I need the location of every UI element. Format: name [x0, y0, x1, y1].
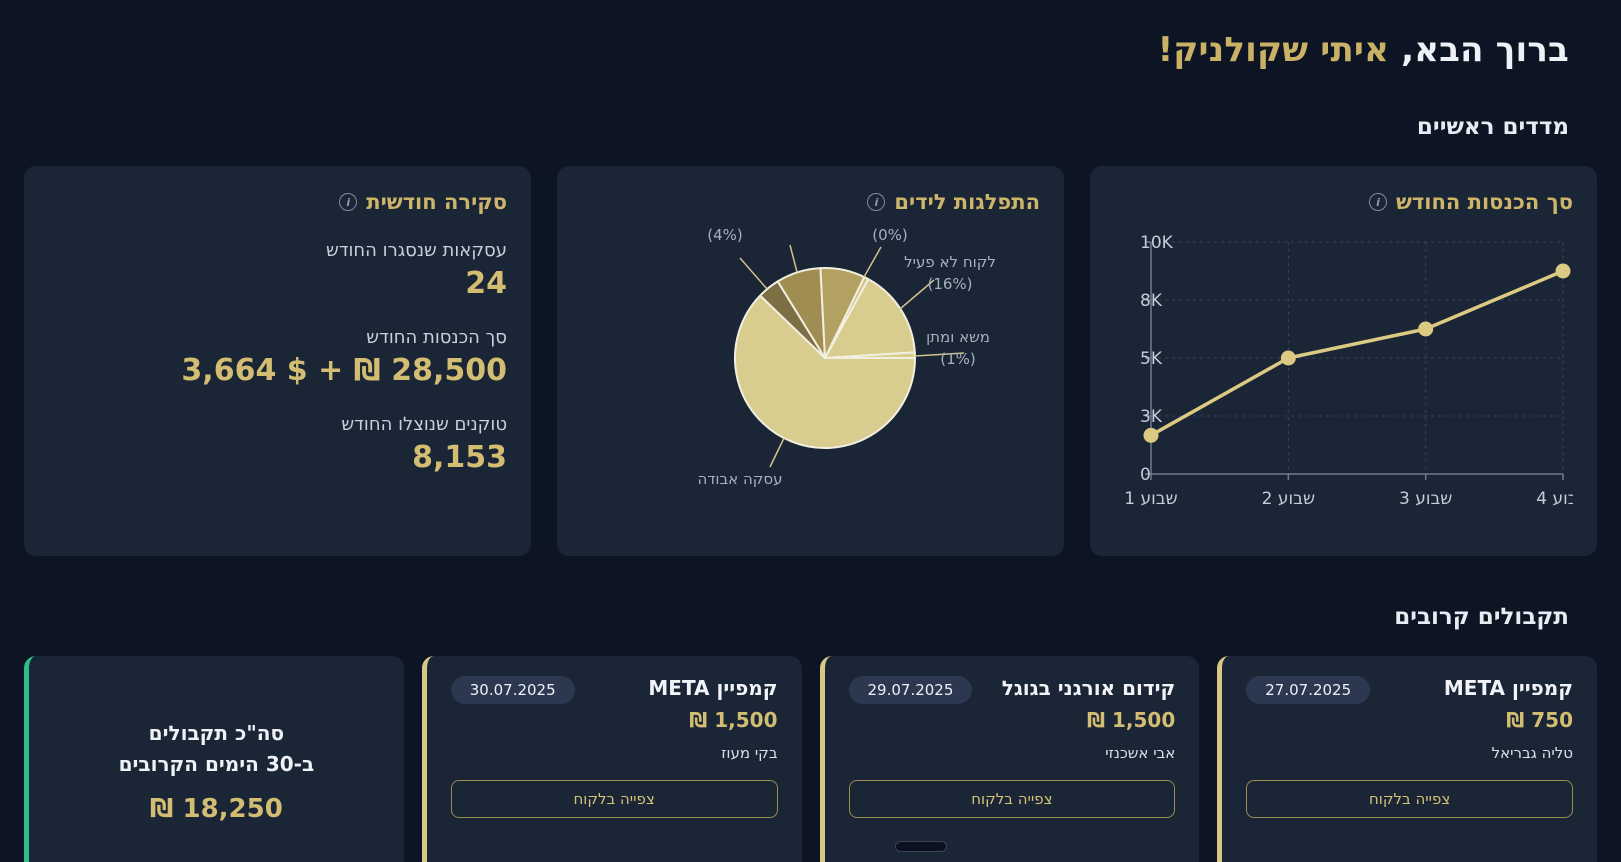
svg-text:5K: 5K — [1140, 349, 1163, 369]
receipt-amount: ₪ 1,500 — [1086, 708, 1176, 732]
leads-pie-chart: ליד לא רלוונטי (4%) ליד חדש (0%) לקוח לא… — [580, 218, 1040, 530]
stat-label: סך הכנסות החודש — [366, 327, 507, 348]
svg-text:3K: 3K — [1140, 407, 1163, 427]
pie-slice — [824, 351, 916, 359]
pie-leader-lines — [739, 244, 965, 468]
line-chart-svg: 0 3K 5K 8K 10K שבוע 1 שבוע 2 שבוע 3 שבוע 4 — [1124, 233, 1589, 509]
stat-tokens-used: טוקנים שנוצלו החודש 8,153 — [48, 414, 507, 475]
leads-pie-card: התפלגות לידים i ליד לא רלוונטי — [557, 166, 1064, 556]
svg-text:0: 0 — [1140, 465, 1151, 485]
receipt-date-badge: 27.07.2025 — [1246, 676, 1371, 704]
view-client-button[interactable]: צפייה בלקוח — [1246, 780, 1573, 818]
receipt-card: קמפיין META 30.07.2025 ₪ 1,500 בקי מעוז … — [421, 656, 802, 862]
receipt-date-badge: 30.07.2025 — [450, 676, 575, 704]
pie-slice — [824, 278, 916, 359]
stat-monthly-income: סך הכנסות החודש 3,664 $ + ₪ 28,500 — [48, 327, 507, 388]
stat-value: 24 — [465, 266, 507, 301]
income-chart-card: סך הכנסות החודש i 0 3K 5K 8K 10K שבוע 1 שבוע 2… — [1090, 166, 1597, 556]
receipt-card: קידום אורגני בגוגל 29.07.2025 ₪ 1,500 אב… — [819, 656, 1200, 862]
view-client-button[interactable]: צפייה בלקוח — [450, 780, 778, 818]
receipt-title: קמפיין META — [1443, 676, 1573, 700]
receipt-amount: ₪ 1,500 — [689, 708, 778, 732]
pie-label-lost-deal: עסקה אבודה — [697, 470, 783, 488]
welcome-text: ברוך הבא, — [1401, 30, 1569, 70]
receipt-client-name: בקי מעוז — [721, 744, 778, 762]
pie-label-negotiation: משא ומתן (1%) — [926, 328, 990, 368]
pie-label-clipped-text: ליד לא רלוונטי — [640, 218, 810, 224]
stat-label: טוקנים שנוצלו החודש — [341, 414, 507, 435]
receipt-title: קידום אורגני בגוגל — [1001, 676, 1176, 700]
receipts-section-title: תקבולים קרובים — [1394, 604, 1569, 630]
summary-line2: ב-30 הימים הקרובים — [118, 752, 315, 776]
svg-text:שבוע 4: שבוע 4 — [1536, 489, 1573, 509]
metrics-cards-row: סך הכנסות החודש i 0 3K 5K 8K 10K שבוע 1 שבוע 2… — [24, 166, 1597, 556]
page-title: ברוך הבא, איתי שקולניק! — [24, 0, 1597, 70]
stat-value: 3,664 $ + ₪ 28,500 — [181, 353, 507, 388]
summary-amount: ₪ 18,250 — [149, 794, 283, 824]
receipt-client-name: טליה גבריאל — [1491, 744, 1573, 762]
receipt-title: קמפיין META — [648, 676, 778, 700]
leads-card-header: התפלגות לידים i — [581, 190, 1040, 214]
svg-text:שבוע 3: שבוע 3 — [1399, 489, 1452, 509]
income-line-chart: 0 3K 5K 8K 10K שבוע 1 שבוע 2 שבוע 3 שבוע 4 — [1114, 220, 1589, 524]
info-icon[interactable]: i — [867, 193, 886, 211]
info-icon[interactable]: i — [339, 193, 358, 211]
summary-line1: סה"כ תקבולים — [148, 721, 285, 745]
overview-card-title: סקירה חודשית — [366, 190, 507, 214]
user-name-text: איתי שקולניק! — [1157, 30, 1402, 70]
stat-value: 8,153 — [412, 440, 507, 475]
overview-card-header: סקירה חודשית i — [48, 190, 507, 214]
pie-label-clipped-text: ליד חדש — [835, 218, 945, 224]
horizontal-scrollbar-thumb[interactable] — [895, 841, 947, 852]
monthly-overview-card: סקירה חודשית i עסקאות שנסגרו החודש 24 סך… — [24, 166, 531, 556]
view-client-button[interactable]: צפייה בלקוח — [848, 780, 1176, 818]
metrics-section-title: מדדים ראשיים — [1416, 114, 1569, 140]
svg-text:10K: 10K — [1140, 233, 1174, 253]
receipt-date-badge: 29.07.2025 — [848, 676, 973, 704]
pie-chart-svg — [734, 244, 965, 468]
receipts-summary-card: סה"כ תקבולים ב-30 הימים הקרובים ₪ 18,250 — [24, 656, 404, 862]
svg-text:שבוע 2: שבוע 2 — [1262, 489, 1315, 509]
pie-label-clipped-0pct: ליד חדש (0%) — [835, 218, 945, 246]
stat-label: עסקאות שנסגרו החודש — [325, 240, 507, 261]
info-icon[interactable]: i — [1368, 193, 1387, 211]
receipt-card: קמפיין META 27.07.2025 ₪ 750 טליה גבריאל… — [1217, 656, 1597, 862]
income-card-title: סך הכנסות החודש — [1395, 190, 1573, 214]
pie-label-clipped-4pct: ליד לא רלוונטי (4%) — [640, 218, 810, 246]
receipt-amount: ₪ 750 — [1506, 708, 1573, 732]
pie-slice — [734, 294, 916, 449]
leads-card-title: התפלגות לידים — [894, 190, 1040, 214]
stat-closed-deals: עסקאות שנסגרו החודש 24 — [48, 240, 507, 301]
pie-label-inactive-client: לקוח לא פעיל (16%) — [904, 253, 996, 293]
svg-text:שבוע 1: שבוע 1 — [1124, 489, 1177, 509]
receipt-client-name: אבי אשכנזי — [1105, 744, 1176, 762]
svg-text:8K: 8K — [1140, 291, 1163, 311]
income-card-header: סך הכנסות החודש i — [1114, 190, 1573, 214]
receipts-cards-row: קמפיין META 27.07.2025 ₪ 750 טליה גבריאל… — [24, 656, 1597, 862]
